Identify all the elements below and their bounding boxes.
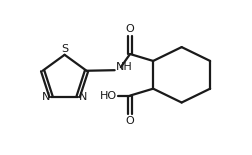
Text: S: S bbox=[61, 44, 68, 54]
Text: O: O bbox=[125, 116, 134, 126]
Text: HO: HO bbox=[100, 91, 116, 101]
Text: NH: NH bbox=[115, 62, 132, 72]
Text: O: O bbox=[125, 24, 134, 34]
Text: N: N bbox=[42, 92, 50, 102]
Text: N: N bbox=[79, 92, 87, 102]
